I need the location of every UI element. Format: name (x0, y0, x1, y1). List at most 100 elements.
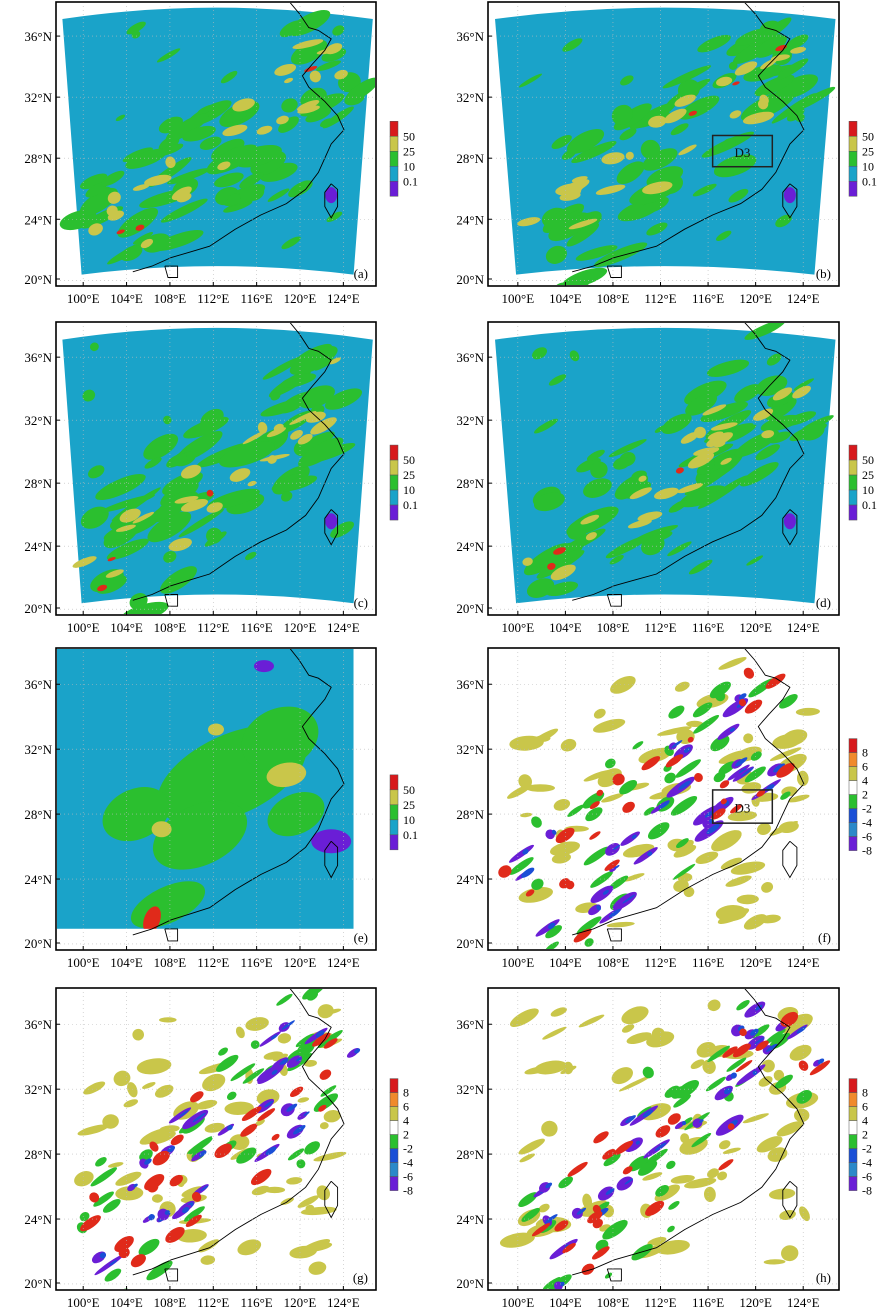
map-field (57, 989, 375, 1289)
difference-area-positive (680, 1133, 690, 1144)
colorbar-label: -8 (403, 1184, 413, 1198)
rain-area-light (696, 460, 716, 475)
colorbar-label: 10 (403, 483, 415, 497)
difference-area-negative (226, 1091, 237, 1101)
rain-area-light (688, 559, 713, 575)
difference-area-positive (555, 827, 575, 844)
rain-area-light (794, 111, 805, 122)
lon-tick-label: 108°E (154, 291, 187, 306)
difference-area-positive (738, 698, 747, 707)
no-data-area (57, 928, 375, 949)
difference-area-positive (130, 1254, 146, 1268)
map-field (57, 3, 375, 285)
difference-area-positive (618, 1075, 651, 1092)
difference-area-negative (279, 1058, 289, 1066)
lon-tick-label: 104°E (110, 291, 143, 306)
difference-area-positive (702, 1059, 716, 1074)
rain-area-light (166, 453, 187, 468)
difference-area-positive (578, 1014, 605, 1028)
rain-area-moderate (174, 495, 199, 504)
difference-area-negative (281, 1020, 295, 1030)
lon-tick-label: 120°E (739, 620, 772, 635)
difference-area-negative (619, 780, 638, 795)
difference-area-positive (518, 1138, 545, 1155)
map-panel-f: D3 36°N 32°N 28°N 24°N 20°N 100°E 104°E 108°E 112… (456, 647, 872, 970)
rain-area-light (156, 143, 184, 157)
difference-area-positive (498, 865, 512, 878)
difference-area-positive (769, 747, 802, 762)
rain-area-light (126, 21, 146, 35)
difference-area-negative (271, 1069, 278, 1075)
rain-area-moderate (217, 161, 231, 171)
difference-area-positive (531, 1223, 551, 1237)
difference-area-positive (593, 1131, 609, 1144)
colorbar-segment (389, 121, 399, 137)
difference-area-negative (752, 1070, 758, 1076)
difference-area-positive (722, 1046, 738, 1058)
difference-area-negative (693, 714, 720, 734)
difference-area-positive (245, 1017, 269, 1031)
difference-area-positive (519, 1153, 535, 1163)
rain-area-light (245, 551, 257, 561)
rain-area-light (800, 424, 825, 441)
panel-label: (d) (816, 595, 831, 610)
rain-area-light (95, 473, 146, 501)
rain-area-light (677, 79, 700, 100)
difference-area-negative (603, 1153, 621, 1167)
lat-tick-label: 24°N (456, 212, 484, 227)
difference-area-negative (590, 871, 613, 888)
rain-area-moderate (729, 110, 742, 119)
lat-tick-label: 32°N (456, 413, 484, 428)
rain-area-light (784, 34, 809, 51)
rain-area-light (120, 245, 143, 261)
lat-tick-label: 36°N (24, 350, 52, 365)
rain-area-heavy (775, 44, 787, 52)
difference-area-positive (667, 1113, 681, 1125)
difference-area-positive (718, 749, 750, 764)
rain-area-light (744, 323, 786, 340)
lon-tick-label: 100°E (67, 955, 100, 970)
rain-area-light (629, 102, 676, 130)
difference-area-positive (798, 1060, 809, 1071)
map-frame (487, 647, 840, 951)
colorbar-label: 6 (862, 1100, 868, 1114)
lon-tick-label: 100°E (67, 1295, 100, 1310)
difference-area-positive (115, 1186, 144, 1201)
difference-area-positive (765, 673, 786, 689)
lon-tick-label: 116°E (692, 620, 724, 635)
difference-area-positive (645, 1200, 665, 1216)
difference-area-positive (542, 1026, 567, 1040)
colorbar-segment (389, 1148, 399, 1163)
lon-tick-label: 116°E (241, 620, 273, 635)
colorbar-label: 0.1 (862, 498, 877, 512)
difference-area-negative (738, 693, 747, 700)
lon-tick-label: 120°E (284, 1295, 317, 1310)
lat-tick-label: 32°N (24, 742, 52, 757)
difference-area-positive (127, 1082, 138, 1098)
difference-area-positive (323, 1109, 341, 1123)
colorbar-label: 4 (862, 1114, 868, 1128)
coastline-hainan (164, 594, 179, 607)
difference-area-positive (312, 1032, 331, 1047)
colorbar-segment (389, 789, 399, 806)
rain-area-moderate (297, 433, 313, 445)
difference-area-positive (695, 851, 719, 864)
difference-area-positive (277, 1033, 292, 1044)
difference-area-positive (136, 1058, 172, 1075)
rain-area-light (170, 482, 182, 491)
colorbar-label: 8 (862, 746, 868, 760)
colorbar-segment (848, 121, 858, 137)
difference-area-positive (622, 843, 655, 858)
map-panel-b: D3 36°N 32°N 28°N 24°N 20°N 100°E 104°E 108°E 112… (456, 1, 877, 306)
difference-area-positive (611, 1067, 633, 1085)
coastline-hainan (606, 928, 622, 942)
difference-area-negative (664, 772, 676, 784)
rain-area-moderate (206, 502, 223, 513)
difference-area-positive (316, 1185, 331, 1201)
colorbar-segment (848, 752, 858, 767)
difference-area-negative (522, 849, 529, 855)
rain-area-moderate (680, 431, 699, 444)
difference-area-positive (198, 1239, 219, 1253)
